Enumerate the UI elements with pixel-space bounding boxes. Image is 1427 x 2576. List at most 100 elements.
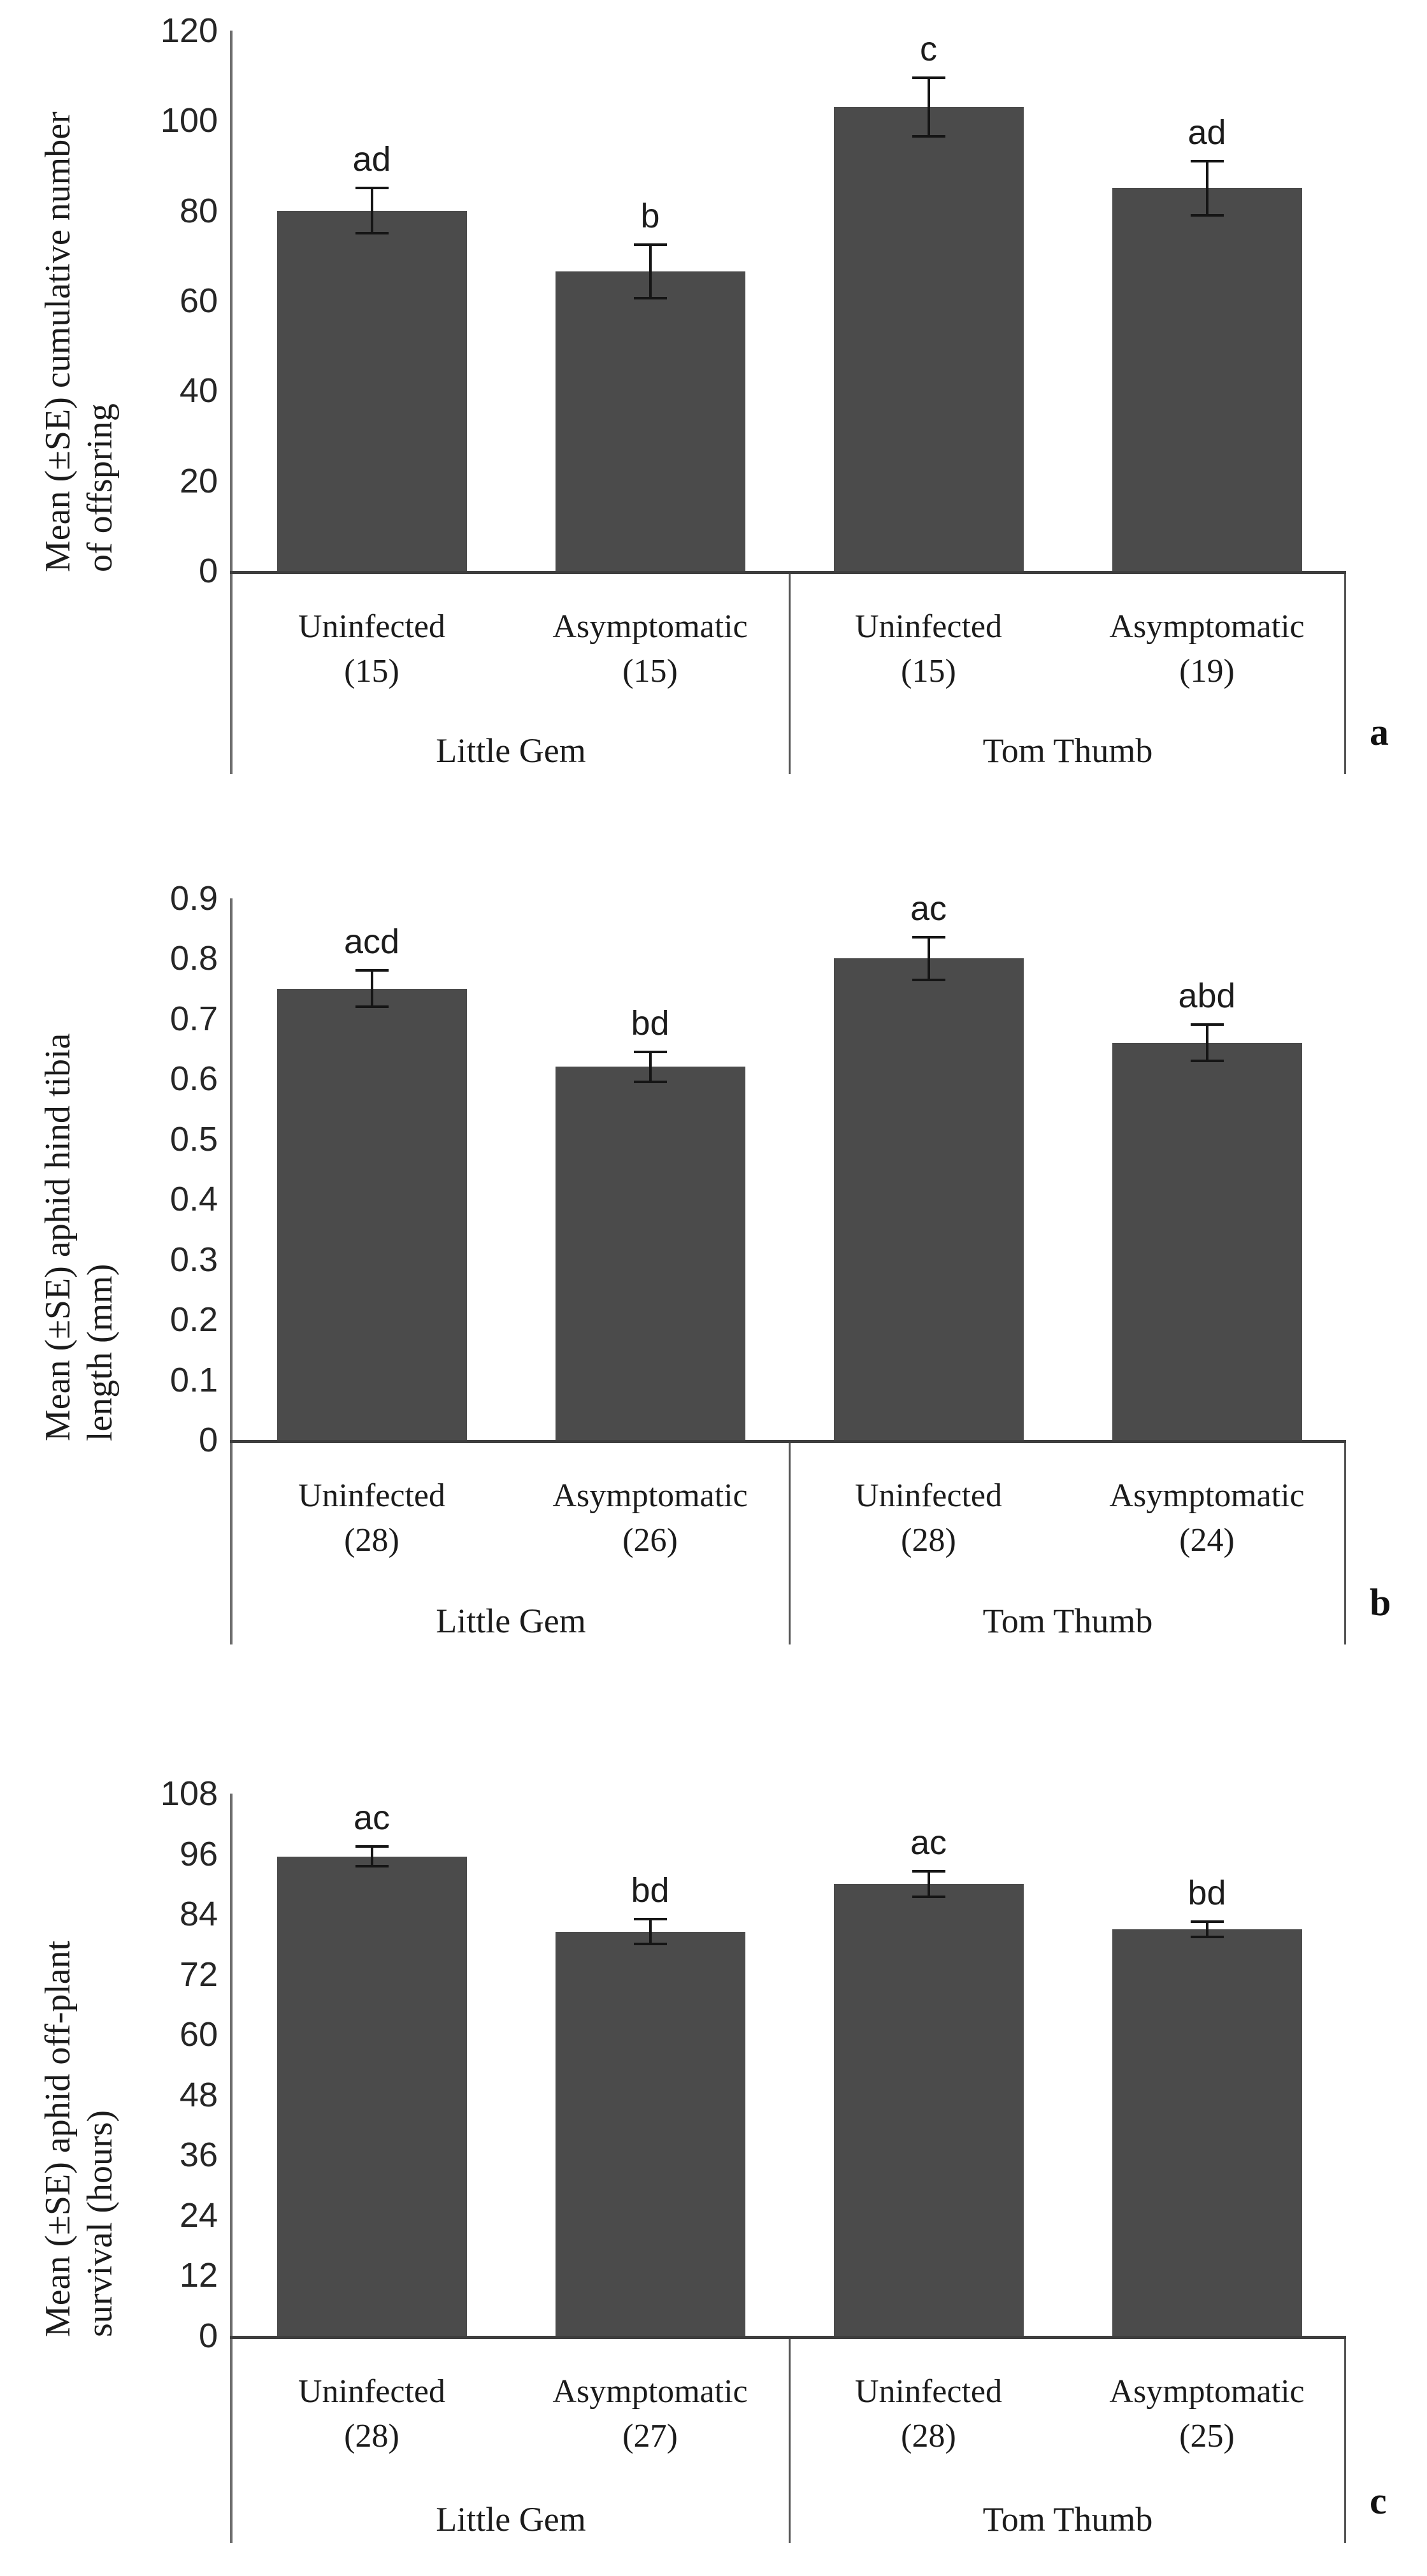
error-bar-cap-bottom — [1190, 1935, 1224, 1938]
category-axis: Uninfected (15) Asymptomatic (15) Uninfected… — [233, 574, 1346, 774]
y-tick-label: 0.2 — [169, 1300, 218, 1339]
treatment-label-cell: Asymptomatic (15) — [511, 574, 789, 694]
error-bar-cap-top — [912, 936, 945, 939]
treatment-label: Asymptomatic — [1109, 2373, 1305, 2410]
y-tick-label: 96 — [179, 1834, 218, 1873]
y-tick-label: 0.9 — [169, 879, 218, 917]
significance-letter: bd — [631, 1004, 670, 1042]
y-axis-title-line1: Mean (±SE) cumulative number — [38, 112, 78, 572]
y-tick-label: 80 — [179, 191, 218, 230]
cultivar-label: Little Gem — [436, 2500, 586, 2538]
sample-size-label: (28) — [344, 1522, 399, 1558]
y-tick-label: 100 — [160, 101, 218, 140]
y-axis-line — [230, 1794, 233, 2543]
error-bar-cap-bottom — [633, 1081, 667, 1084]
error-bar — [370, 970, 373, 1007]
error-bar-cap-top — [355, 1845, 389, 1848]
y-tick-label: 60 — [179, 2015, 218, 2054]
category-border-right — [1344, 574, 1346, 774]
error-bar-cap-top — [633, 243, 667, 246]
y-tick-label: 0.1 — [169, 1360, 218, 1399]
bar-uninfected-tom-thumb — [833, 1883, 1024, 2336]
treatment-label-cell: Asymptomatic (26) — [511, 1443, 789, 1563]
panel-letter-b: b — [1370, 1581, 1391, 1623]
sample-size-label: (15) — [622, 653, 678, 689]
treatment-label-cell: Uninfected (28) — [233, 2339, 511, 2459]
error-bar-cap-bottom — [912, 1895, 945, 1898]
error-bar-cap-top — [1190, 1920, 1224, 1923]
error-bar-cap-top — [912, 1870, 945, 1873]
treatment-label-cell: Uninfected (28) — [233, 1443, 511, 1563]
error-bar-cap-bottom — [1190, 1060, 1224, 1062]
panel-letter-c: c — [1370, 2480, 1387, 2522]
panel-c: Mean (±SE) aphid off-plant survival (hou… — [0, 1774, 1427, 2568]
bar-asymptomatic-tom-thumb — [1112, 1042, 1302, 1440]
bar-uninfected-little-gem — [276, 988, 467, 1440]
error-bar-cap-top — [1190, 1023, 1224, 1026]
bar-asymptomatic-tom-thumb — [1112, 188, 1302, 571]
treatment-label: Asymptomatic — [1109, 608, 1305, 645]
y-tick-label: 0 — [198, 2317, 218, 2355]
y-tick-label: 0.6 — [169, 1060, 218, 1098]
error-bar — [1205, 161, 1208, 215]
error-bar — [370, 1846, 373, 1867]
x-axis-line — [230, 571, 1346, 574]
y-tick-label: 0.5 — [169, 1119, 218, 1158]
x-axis-line — [230, 1440, 1346, 1443]
y-axis-tick-labels: 0 12 24 36 48 60 72 84 96 108 — [83, 1774, 218, 2355]
error-bar — [1205, 1025, 1208, 1061]
treatment-label-cell: Uninfected (15) — [233, 574, 511, 694]
y-tick-label: 12 — [179, 2256, 218, 2295]
error-bar-cap-bottom — [355, 232, 389, 234]
error-bar-cap-top — [1190, 159, 1224, 162]
bar-uninfected-tom-thumb — [833, 107, 1024, 571]
sample-size-label: (28) — [344, 2418, 399, 2454]
category-axis: Uninfected (28) Asymptomatic (26) Uninfected… — [233, 1443, 1346, 1644]
panel-letter-a: a — [1370, 711, 1389, 753]
panel-b: Mean (±SE) aphid hind tibia length (mm) … — [0, 879, 1427, 1670]
y-tick-label: 0.3 — [169, 1240, 218, 1279]
significance-letter: bd — [631, 1871, 670, 1910]
y-tick-label: 0 — [198, 1421, 218, 1459]
treatment-label-cell: Asymptomatic (19) — [1068, 574, 1346, 694]
x-axis-line — [230, 2336, 1346, 2339]
sample-size-label: (15) — [344, 653, 399, 689]
significance-letter: abd — [1178, 977, 1236, 1016]
y-tick-label: 48 — [179, 2075, 218, 2114]
treatment-label-row: Uninfected (15) Asymptomatic (15) Uninfected… — [233, 574, 1346, 694]
bar-asymptomatic-tom-thumb — [1112, 1929, 1302, 2336]
y-tick-label: 0.7 — [169, 999, 218, 1038]
category-border-right — [1344, 1443, 1346, 1644]
cultivar-label: Little Gem — [436, 731, 586, 770]
treatment-label: Uninfected — [854, 1478, 1002, 1514]
significance-letter: c — [920, 30, 937, 69]
sample-size-label: (28) — [901, 1522, 956, 1558]
error-bar-cap-top — [633, 1917, 667, 1920]
y-tick-label: 60 — [179, 282, 218, 320]
error-bar — [927, 78, 930, 137]
treatment-label: Uninfected — [298, 2373, 445, 2410]
treatment-label: Asymptomatic — [1109, 1478, 1305, 1514]
treatment-label: Asymptomatic — [552, 608, 748, 645]
cultivar-label: Tom Thumb — [982, 2500, 1153, 2538]
category-divider-center — [789, 2339, 791, 2543]
error-bar-cap-top — [633, 1050, 667, 1053]
category-divider-center — [789, 574, 791, 774]
treatment-label: Asymptomatic — [552, 2373, 748, 2410]
cultivar-label-row: Little Gem Tom Thumb — [233, 2500, 1346, 2539]
cultivar-label: Tom Thumb — [982, 1602, 1153, 1640]
significance-letter: bd — [1187, 1873, 1226, 1912]
plot-area: acd bd ac abd — [233, 889, 1346, 1440]
sample-size-label: (19) — [1179, 653, 1235, 689]
y-tick-label: 40 — [179, 371, 218, 410]
bar-asymptomatic-little-gem — [555, 271, 745, 571]
significance-letter: ac — [353, 1798, 391, 1837]
y-axis-tick-labels: 0 0.1 0.2 0.3 0.4 0.5 0.6 0.7 0.8 0.9 — [83, 879, 218, 1459]
y-tick-label: 120 — [160, 11, 218, 50]
treatment-label: Uninfected — [298, 1478, 445, 1514]
y-tick-label: 0 — [198, 552, 218, 590]
plot-area: ac bd ac bd — [233, 1794, 1346, 2336]
significance-letter: acd — [343, 923, 400, 961]
error-bar — [649, 244, 652, 299]
